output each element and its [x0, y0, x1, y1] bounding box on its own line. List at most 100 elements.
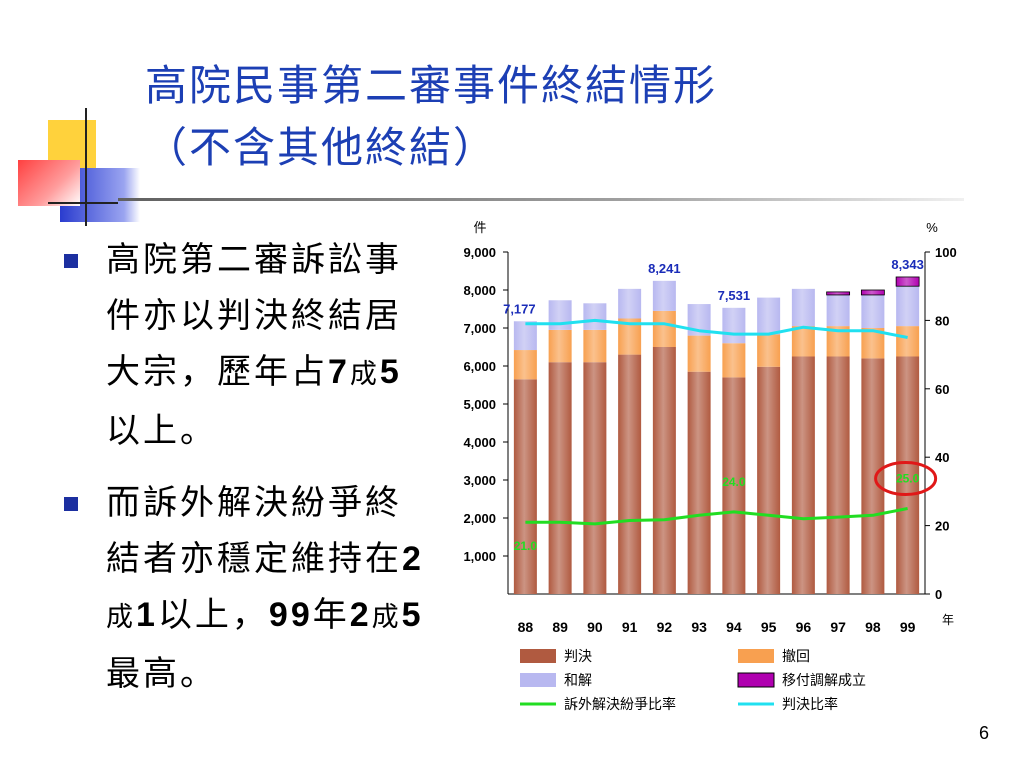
bar-segment — [548, 329, 572, 363]
ratio-line — [525, 318, 908, 339]
bar-segment — [687, 304, 711, 336]
bar-segment — [618, 354, 642, 594]
bar-segment — [652, 347, 676, 594]
bullet-text: 而訴外解決紛爭終結者亦穩定維持在2成1以上，99年2成5最高。 — [106, 483, 424, 694]
bar-segment — [722, 343, 746, 378]
x-tick-label: 96 — [796, 619, 812, 635]
ratio-value-label: 25.0 — [896, 472, 920, 486]
bullet-text: 高院第二審訴訟事件亦以判決終結居大宗，歷年占7成5以上。 — [106, 240, 402, 451]
y-right-tick-label: 80 — [935, 313, 949, 328]
legend-swatch — [520, 649, 556, 663]
legend-swatch — [520, 673, 556, 687]
x-tick-label: 90 — [587, 619, 603, 635]
bullet-item: 高院第二審訴訟事件亦以判決終結居大宗，歷年占7成5以上。 — [58, 232, 438, 459]
total-value-label: 7,177 — [503, 301, 536, 316]
bar-segment — [513, 321, 537, 351]
title-line-2: （不含其他終結） — [145, 123, 498, 172]
x-tick-label: 92 — [657, 619, 673, 635]
x-tick-label: 97 — [830, 619, 846, 635]
x-tick-label: 98 — [865, 619, 881, 635]
y-tick-label: 1,000 — [463, 549, 496, 564]
y-right-tick-label: 60 — [935, 382, 949, 397]
bullet-list: 高院第二審訴訟事件亦以判決終結居大宗，歷年占7成5以上。 而訴外解決紛爭終結者亦… — [58, 232, 438, 718]
highlight-circle — [874, 461, 938, 496]
bar-segment — [757, 334, 781, 367]
y-tick-label: 5,000 — [463, 397, 496, 412]
bar-segment — [826, 326, 850, 357]
stacked-bar-chart: 件 % 年 1,000 2,000 3,000 4,000 5,000 6,000 7,000 8,… — [463, 220, 957, 712]
y-tick-label: 8,000 — [463, 283, 496, 298]
bar-segment — [791, 288, 815, 327]
bar-segment — [826, 294, 850, 327]
bar-segment — [652, 310, 676, 347]
bar-segment — [687, 335, 711, 372]
page-title: 高院民事第二審事件終結情形 （不含其他終結） — [145, 55, 965, 179]
square-bullet-icon — [64, 254, 78, 268]
bar-segment — [896, 286, 920, 327]
y-tick-label: 7,000 — [463, 321, 496, 336]
bar-segment — [757, 366, 781, 594]
legend-label: 和解 — [564, 672, 592, 688]
y-tick-label: 4,000 — [463, 435, 496, 450]
legend-label: 判決比率 — [782, 696, 838, 712]
bullet-item: 而訴外解決紛爭終結者亦穩定維持在2成1以上，99年2成5最高。 — [58, 475, 438, 702]
bar-segment — [861, 328, 885, 359]
total-value-label: 8,343 — [891, 257, 924, 272]
legend-label: 判決 — [564, 648, 592, 664]
y-tick-label: 3,000 — [463, 473, 496, 488]
y-tick-label: 2,000 — [463, 511, 496, 526]
title-line-1: 高院民事第二審事件終結情形 — [145, 61, 718, 110]
y-tick-label: 9,000 — [463, 245, 496, 260]
bar-segment — [791, 326, 815, 357]
bar-segment — [757, 297, 781, 335]
bar-segment — [513, 350, 537, 380]
bar-segment — [618, 288, 642, 319]
bar-segment — [896, 326, 920, 357]
decor-horizontal-line — [48, 202, 118, 204]
left-unit-label: 件 — [473, 220, 486, 235]
x-unit-label: 年 — [942, 613, 954, 627]
bar-segment — [896, 356, 920, 594]
bar-segment — [861, 358, 885, 594]
bar-segment — [826, 291, 851, 296]
bar-segment — [861, 294, 885, 328]
x-tick-label: 88 — [518, 619, 534, 635]
total-value-label: 8,241 — [648, 261, 681, 276]
legend-label: 訴外解決紛爭比率 — [564, 696, 676, 712]
x-tick-label: 99 — [900, 619, 916, 635]
bar-segment — [652, 280, 676, 311]
bar-segment — [722, 377, 746, 594]
ratio-value-label: 24.0 — [722, 475, 746, 489]
y-right-tick-label: 0 — [935, 587, 942, 602]
decor-vertical-line — [85, 108, 87, 226]
ratio-line — [525, 507, 908, 526]
bar-segment — [791, 356, 815, 594]
bar-segment — [583, 329, 607, 363]
x-tick-label: 93 — [691, 619, 707, 635]
y-right-tick-label: 40 — [935, 450, 949, 465]
bar-segment — [618, 318, 642, 355]
page-number: 6 — [978, 723, 989, 743]
bar-segment — [548, 362, 572, 594]
decor-red-block — [18, 160, 80, 206]
bar-segment — [687, 371, 711, 594]
y-right-tick-label: 20 — [935, 519, 949, 534]
bar-segment — [583, 362, 607, 594]
bar-segment — [860, 289, 885, 296]
y-tick-label: 6,000 — [463, 359, 496, 374]
legend-label: 撤回 — [782, 648, 810, 664]
bar-segment — [513, 379, 537, 594]
total-value-label: 7,531 — [718, 288, 751, 303]
x-tick-label: 91 — [622, 619, 638, 635]
y-right-tick-label: 100 — [935, 245, 957, 260]
bar-segment — [826, 356, 850, 594]
legend-swatch — [737, 672, 775, 688]
square-bullet-icon — [64, 497, 78, 511]
ratio-value-label: 21.0 — [514, 539, 538, 553]
legend-swatch — [738, 649, 774, 663]
legend-label: 移付調解成立 — [782, 672, 866, 688]
bar-segment — [722, 307, 746, 344]
bar-segment — [548, 300, 572, 330]
x-tick-label: 94 — [726, 619, 742, 635]
right-unit-label: % — [926, 220, 938, 235]
